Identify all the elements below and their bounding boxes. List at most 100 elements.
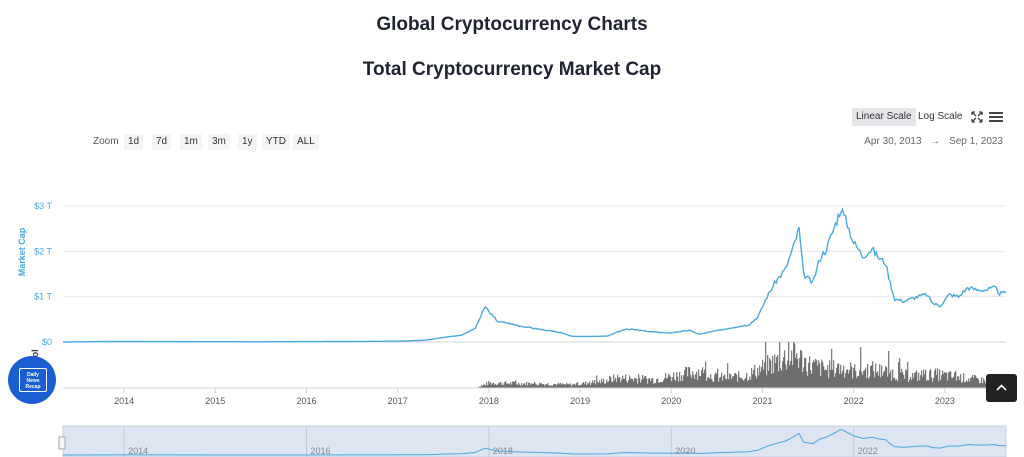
range-separator: → [930, 136, 941, 147]
volume-bar [567, 384, 569, 388]
volume-bar [542, 384, 544, 388]
volume-bar [667, 377, 669, 388]
volume-bar [775, 362, 777, 388]
scroll-top-button[interactable] [986, 374, 1017, 402]
volume-bar [937, 368, 939, 388]
volume-bar [658, 382, 660, 388]
volume-bar [573, 383, 575, 388]
volume-bar [510, 382, 512, 388]
volume-bar [695, 373, 697, 388]
expand-icon[interactable] [969, 108, 985, 126]
volume-bar [948, 372, 950, 388]
volume-bar [983, 378, 985, 388]
volume-bar [800, 349, 802, 388]
volume-bar [718, 381, 720, 388]
volume-bar [898, 361, 900, 388]
volume-bar [716, 373, 718, 388]
volume-bar [950, 371, 952, 388]
volume-bar [972, 374, 974, 388]
volume-bar [959, 379, 961, 388]
zoom-button-ytd[interactable]: YTD [262, 134, 290, 150]
volume-bar [952, 378, 954, 388]
volume-bar [632, 378, 634, 388]
volume-bar [571, 386, 573, 388]
log-scale-button[interactable]: Log Scale [918, 111, 963, 122]
volume-bar [579, 385, 581, 388]
volume-bar [706, 381, 708, 388]
volume-bar [727, 363, 729, 388]
volume-bar [589, 381, 591, 388]
volume-bar [584, 384, 586, 388]
volume-bar [805, 357, 807, 388]
volume-bar [486, 382, 488, 388]
daily-news-recap-badge[interactable]: Daily News Recap [8, 356, 56, 404]
y-axis-label: Market Cap [17, 227, 27, 276]
volume-bar [915, 372, 917, 388]
volume-bar [648, 378, 650, 388]
volume-bar [944, 372, 946, 388]
range-to[interactable]: Sep 1, 2023 [949, 136, 1003, 147]
volume-bar [768, 370, 770, 388]
volume-bar [610, 376, 612, 388]
linear-scale-button[interactable]: Linear Scale [852, 108, 916, 126]
volume-bar [913, 377, 915, 388]
volume-bar [570, 383, 572, 388]
volume-bar [801, 350, 803, 388]
volume-bar [698, 369, 700, 388]
volume-bar [737, 382, 739, 388]
volume-bar [902, 372, 904, 388]
volume-bar [491, 384, 493, 388]
volume-bar [497, 384, 499, 388]
volume-bar [914, 372, 916, 388]
volume-bar [815, 358, 817, 388]
volume-bar [874, 377, 876, 388]
volume-bar [700, 376, 702, 388]
zoom-button-1m[interactable]: 1m [180, 134, 202, 150]
zoom-button-1y[interactable]: 1y [238, 134, 257, 150]
volume-bar [495, 383, 497, 388]
volume-bar [859, 370, 861, 388]
volume-bar [823, 366, 825, 388]
volume-bar [811, 373, 813, 388]
volume-bar [833, 360, 835, 388]
x-tick-label: 2017 [388, 396, 408, 406]
volume-bar [644, 376, 646, 388]
volume-bar [568, 383, 570, 388]
zoom-button-3m[interactable]: 3m [208, 134, 230, 150]
volume-bar [719, 377, 721, 388]
volume-bar [901, 368, 903, 388]
volume-bar [705, 361, 707, 388]
volume-bar [482, 385, 484, 388]
volume-bar [876, 372, 878, 388]
navigator-window [62, 425, 1007, 457]
zoom-button-1d[interactable]: 1d [124, 134, 144, 150]
x-tick-label: 2018 [479, 396, 499, 406]
volume-bar [849, 370, 851, 388]
volume-bar [899, 358, 901, 388]
volume-bar [557, 383, 559, 388]
volume-bar [618, 377, 620, 388]
zoom-button-7d[interactable]: 7d [152, 134, 172, 150]
volume-bar [678, 381, 680, 388]
volume-bar [629, 375, 631, 388]
volume-bar [654, 382, 656, 388]
volume-bar [681, 375, 683, 388]
volume-bar [636, 378, 638, 388]
zoom-button-all[interactable]: ALL [293, 134, 319, 150]
volume-bar [506, 383, 508, 388]
volume-bar [736, 374, 738, 388]
volume-bar [653, 383, 655, 388]
volume-bar [689, 367, 691, 388]
volume-bar [786, 369, 788, 388]
volume-bar [687, 376, 689, 388]
range-from[interactable]: Apr 30, 2013 [864, 136, 922, 147]
volume-bar [595, 384, 597, 388]
volume-bar [659, 382, 661, 388]
volume-bar [566, 382, 568, 388]
hamburger-menu-icon[interactable] [988, 108, 1004, 126]
volume-bar [872, 361, 874, 388]
y-tick-label: $0 [42, 337, 52, 347]
volume-bar [722, 380, 724, 388]
volume-bar [704, 369, 706, 388]
